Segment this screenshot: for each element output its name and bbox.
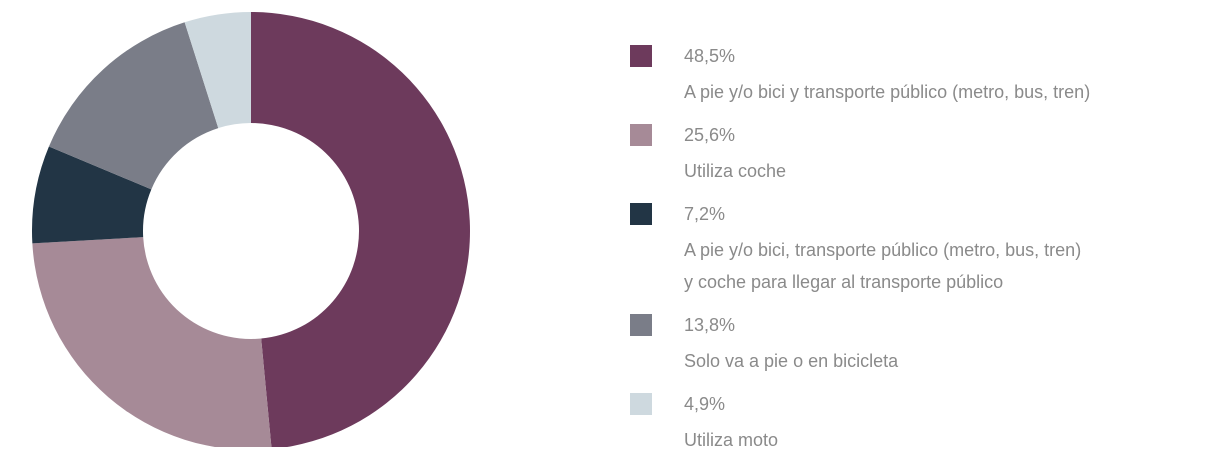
legend-item: 7,2% A pie y/o bici, transporte público (… xyxy=(630,198,1094,298)
legend-label: Utiliza moto xyxy=(684,430,779,450)
donut-segment xyxy=(184,12,251,129)
legend-value: 4,9% xyxy=(684,394,726,414)
legend-label: A pie y/o bici y transporte público (met… xyxy=(684,82,1091,102)
donut-segment xyxy=(48,22,219,190)
legend-value: 48,5% xyxy=(684,46,736,66)
donut-segment xyxy=(251,12,470,447)
donut-segment xyxy=(32,237,272,447)
legend-value: 13,8% xyxy=(684,315,736,335)
legend: 48,5% A pie y/o bici y transporte público… xyxy=(630,40,1094,467)
legend-swatch xyxy=(630,203,652,225)
donut-chart xyxy=(32,12,470,447)
legend-item: 48,5% A pie y/o bici y transporte público… xyxy=(630,40,1094,108)
legend-item: 13,8% Solo va a pie o en bicicleta xyxy=(630,309,1094,377)
page: 48,5% A pie y/o bici y transporte público… xyxy=(32,12,1091,450)
legend-swatch xyxy=(630,124,652,146)
legend-label: Solo va a pie o en bicicleta xyxy=(684,351,899,371)
legend-label: A pie y/o bici, transporte público (metr… xyxy=(684,240,1082,292)
legend-value: 25,6% xyxy=(684,125,736,145)
legend-swatch xyxy=(630,314,652,336)
legend-swatch xyxy=(630,45,652,67)
legend-label: Utiliza coche xyxy=(684,161,787,181)
legend-swatch xyxy=(630,393,652,415)
legend-item: 25,6% Utiliza coche xyxy=(630,119,1094,187)
legend-item: 4,9% Utiliza moto xyxy=(630,388,1094,456)
donut-segment xyxy=(32,146,152,244)
legend-value: 7,2% xyxy=(684,204,726,224)
